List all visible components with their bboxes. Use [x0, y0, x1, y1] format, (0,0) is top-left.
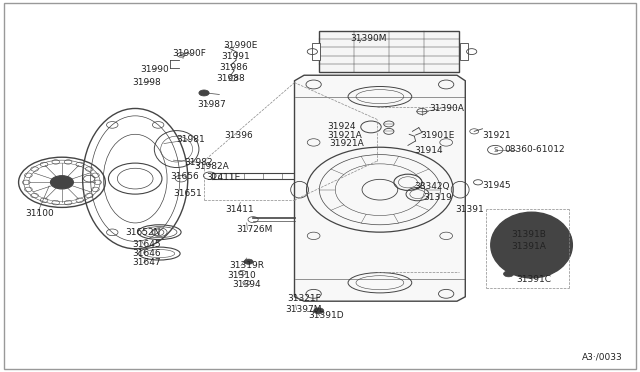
Polygon shape: [294, 75, 465, 301]
Bar: [312, 43, 320, 60]
Text: 31988: 31988: [217, 74, 246, 83]
Text: 31990E: 31990E: [223, 41, 257, 50]
Circle shape: [496, 242, 506, 248]
Text: 31990: 31990: [140, 65, 169, 74]
Circle shape: [559, 234, 571, 241]
Text: 31391C: 31391C: [516, 275, 551, 283]
Circle shape: [504, 264, 515, 271]
Text: 31390M: 31390M: [351, 34, 387, 43]
Text: 38342Q: 38342Q: [414, 182, 450, 191]
Text: 31391: 31391: [455, 205, 484, 215]
Text: 31726M: 31726M: [236, 225, 272, 234]
Text: 31914: 31914: [414, 147, 443, 155]
Bar: [319, 31, 459, 72]
Circle shape: [496, 230, 506, 236]
Text: 31652N: 31652N: [125, 228, 161, 237]
Circle shape: [504, 271, 514, 277]
Text: 31987: 31987: [197, 100, 226, 109]
Text: 31921: 31921: [483, 131, 511, 140]
Text: 31991: 31991: [221, 52, 250, 61]
Text: 31921A: 31921A: [328, 131, 362, 140]
Text: 31391B: 31391B: [511, 230, 546, 239]
Circle shape: [199, 90, 209, 96]
Text: 31411: 31411: [226, 205, 254, 215]
Text: S: S: [493, 147, 497, 153]
Text: 31411E: 31411E: [207, 173, 241, 182]
Circle shape: [244, 259, 253, 264]
Circle shape: [545, 266, 556, 273]
Text: 31945: 31945: [483, 181, 511, 190]
Circle shape: [314, 308, 324, 314]
Text: 31901E: 31901E: [420, 131, 455, 140]
Text: 31986: 31986: [220, 63, 248, 72]
Text: 31645: 31645: [132, 240, 161, 249]
Circle shape: [493, 231, 504, 238]
Text: A3·/0033: A3·/0033: [582, 352, 623, 361]
Circle shape: [527, 213, 539, 219]
Text: 31646: 31646: [132, 249, 161, 258]
Text: 31397M: 31397M: [285, 305, 321, 314]
Text: 31982: 31982: [184, 157, 213, 167]
Text: 31921A: 31921A: [330, 139, 364, 148]
Text: 31319R: 31319R: [230, 261, 264, 270]
Text: 08360-61012: 08360-61012: [505, 145, 565, 154]
Text: 31391D: 31391D: [308, 311, 344, 320]
Bar: [460, 43, 468, 60]
Text: 31981: 31981: [177, 135, 205, 144]
Circle shape: [51, 176, 74, 189]
Text: 31982A: 31982A: [195, 162, 229, 171]
Ellipse shape: [491, 212, 572, 278]
Text: 31319: 31319: [423, 193, 452, 202]
Text: 31394: 31394: [232, 280, 260, 289]
Text: 31651: 31651: [173, 189, 202, 198]
Text: 31390A: 31390A: [429, 104, 465, 113]
Text: 31656: 31656: [170, 172, 199, 181]
Text: 31391A: 31391A: [511, 243, 546, 251]
Text: 31990F: 31990F: [172, 49, 206, 58]
Text: 31647: 31647: [132, 258, 161, 267]
Text: 31310: 31310: [228, 271, 257, 280]
Text: 31321F: 31321F: [287, 294, 321, 303]
Text: 31396: 31396: [225, 131, 253, 140]
Text: 31998: 31998: [132, 78, 161, 87]
Text: 31100: 31100: [26, 209, 54, 218]
Text: 31924: 31924: [328, 122, 356, 131]
